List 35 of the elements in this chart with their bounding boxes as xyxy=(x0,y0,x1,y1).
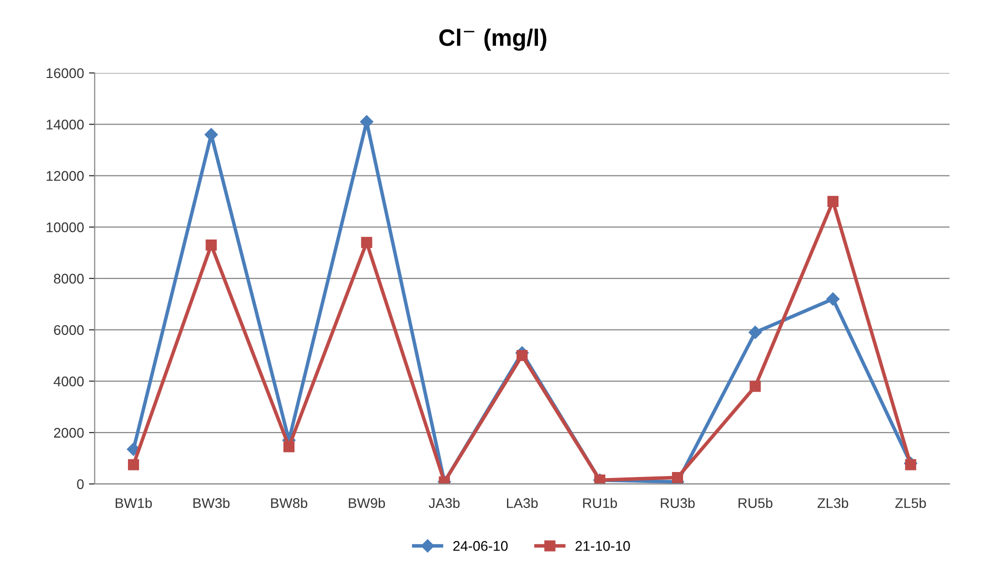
y-tick-label: 10000 xyxy=(46,222,84,232)
y-tick-label: 16000 xyxy=(46,68,84,78)
x-tick-label: ZL5b xyxy=(895,498,926,508)
y-tick-label: 12000 xyxy=(46,171,84,181)
y-tick-label: 14000 xyxy=(46,120,84,130)
x-tick-label: BW3b xyxy=(193,498,230,508)
point xyxy=(128,459,140,470)
point xyxy=(750,380,761,392)
x-tick-label: RU5b xyxy=(738,498,772,508)
y-tick-label: 0 xyxy=(77,479,84,490)
point xyxy=(516,350,528,362)
point xyxy=(827,196,838,207)
point xyxy=(748,326,762,339)
x-tick-label: BW1b xyxy=(116,498,152,508)
y-tick-label: 4000 xyxy=(54,376,84,386)
point xyxy=(672,472,684,484)
point xyxy=(826,292,840,306)
x-tick-label: LA3b xyxy=(507,498,538,508)
point xyxy=(360,115,374,128)
x-tick-label: BW9b xyxy=(348,498,385,508)
point xyxy=(905,459,916,470)
point xyxy=(283,441,294,452)
point xyxy=(361,236,372,248)
chart-title: Cl$^{−}$ (mg/l) xyxy=(439,28,546,51)
y-tick-label: 6000 xyxy=(54,325,84,335)
x-tick-label: JA3b xyxy=(428,498,460,508)
x-tick-label: BW8b xyxy=(271,498,308,508)
y-tick-label: 8000 xyxy=(54,274,84,284)
y-tick-label: 2000 xyxy=(54,428,84,438)
point xyxy=(206,240,217,251)
legend-label: 21-10-10 xyxy=(576,541,630,551)
x-tick-label: RU1b xyxy=(583,498,617,508)
x-tick-label: ZL3b xyxy=(818,498,848,508)
x-tick-label: RU3b xyxy=(660,498,695,508)
legend-label: 24-06-10 xyxy=(453,541,508,551)
